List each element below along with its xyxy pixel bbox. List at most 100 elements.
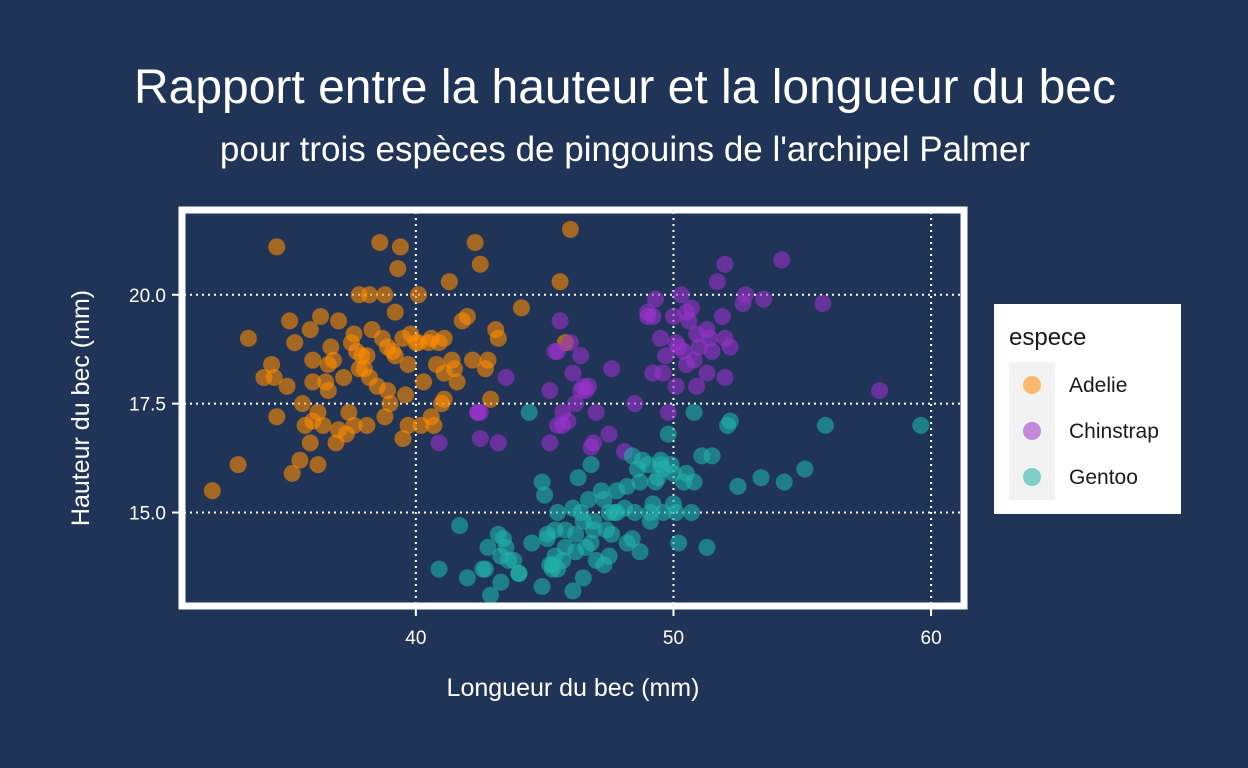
point-adelie [301,321,319,339]
point-adelie [309,403,327,421]
point-gentoo [564,499,582,517]
point-adelie [381,395,399,413]
point-gentoo [667,504,685,522]
point-adelie [291,451,309,469]
point-gentoo [569,469,587,487]
legend-key-gentoo [1009,454,1055,500]
point-chinstrap [659,403,677,421]
point-adelie [415,373,433,391]
point-chinstrap [489,434,507,452]
point-chinstrap [677,303,695,321]
point-adelie [435,364,453,382]
point-gentoo [816,416,834,434]
point-gentoo [479,538,497,556]
point-adelie [314,416,332,434]
point-gentoo [683,504,701,522]
point-adelie [399,355,417,373]
point-adelie [283,464,301,482]
point-adelie [464,351,482,369]
point-gentoo [505,551,523,569]
point-adelie [304,373,322,391]
point-gentoo [533,578,551,596]
point-gentoo [752,469,770,487]
point-chinstrap [664,308,682,326]
point-chinstrap [755,290,773,308]
point-adelie [409,286,427,304]
point-chinstrap [713,308,731,326]
point-gentoo [698,538,716,556]
point-gentoo [574,569,592,587]
point-chinstrap [572,347,590,365]
point-adelie [286,334,304,352]
point-gentoo [775,473,793,491]
point-adelie [397,386,415,404]
point-gentoo [536,486,554,504]
chart-title: Rapport entre la hauteur et la longueur … [133,61,1116,114]
point-gentoo [595,490,613,508]
point-chinstrap [549,342,567,360]
point-gentoo [670,534,688,552]
point-adelie [376,286,394,304]
x-axis-title: Longueur du bec (mm) [447,674,700,702]
legend-label-adelie: Adelie [1069,374,1128,397]
point-gentoo [492,573,510,591]
point-gentoo [685,403,703,421]
point-chinstrap [561,334,579,352]
point-adelie [561,220,579,238]
chart-subtitle: pour trois espèces de pingouins de l'arc… [219,130,1031,169]
point-chinstrap [497,369,515,387]
point-gentoo [623,530,641,548]
y-tick-label: 15.0 [129,504,166,525]
point-adelie [319,355,337,373]
point-chinstrap [716,369,734,387]
point-gentoo [451,517,469,535]
point-chinstrap [716,255,734,273]
legend-key-adelie [1009,362,1055,408]
legend-key-chinstrap [1009,408,1055,454]
point-chinstrap [471,429,489,447]
point-adelie [263,355,281,373]
point-adelie [281,312,299,330]
point-gentoo [476,560,494,578]
point-gentoo [564,582,582,600]
point-adelie [512,299,530,317]
point-gentoo [639,456,657,474]
point-adelie [435,390,453,408]
point-gentoo [582,534,600,552]
point-adelie [422,408,440,426]
point-gentoo [626,504,644,522]
point-adelie [379,382,397,400]
point-gentoo [430,560,448,578]
point-chinstrap [708,273,726,291]
point-chinstrap [567,395,585,413]
x-tick-label: 50 [663,628,684,649]
point-gentoo [582,456,600,474]
point-gentoo [618,477,636,495]
point-gentoo [482,586,500,604]
point-adelie [330,312,348,330]
point-adelie [389,260,407,278]
point-gentoo [796,460,814,478]
point-gentoo [912,416,930,434]
point-gentoo [729,477,747,495]
point-gentoo [458,569,476,587]
point-gentoo [623,447,641,465]
point-adelie [335,369,353,387]
point-adelie [386,347,404,365]
point-adelie [360,286,378,304]
point-adelie [309,456,327,474]
point-gentoo [631,543,649,561]
point-adelie [355,360,373,378]
point-adelie [203,482,221,500]
point-chinstrap [652,329,670,347]
point-adelie [345,416,363,434]
point-gentoo [721,412,739,430]
point-chinstrap [814,294,832,312]
point-adelie [301,434,319,452]
point-adelie [435,329,453,347]
point-chinstrap [600,425,618,443]
point-gentoo [659,425,677,443]
point-adelie [440,273,458,291]
point-adelie [399,416,417,434]
point-gentoo [579,490,597,508]
